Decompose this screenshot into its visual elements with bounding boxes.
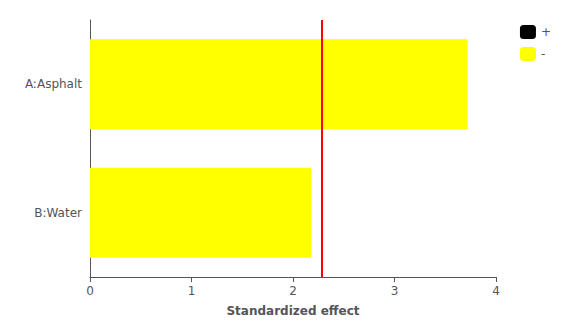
svg-text:1: 1 — [188, 284, 196, 298]
svg-text:+: + — [541, 25, 551, 39]
svg-text:-: - — [541, 47, 545, 61]
svg-text:4: 4 — [492, 284, 500, 298]
svg-text:Standardized effect: Standardized effect — [226, 304, 359, 318]
svg-text:A:Asphalt: A:Asphalt — [25, 77, 82, 91]
svg-text:0: 0 — [86, 284, 94, 298]
svg-text:B:Water: B:Water — [34, 206, 82, 220]
svg-text:3: 3 — [391, 284, 399, 298]
svg-text:2: 2 — [289, 284, 297, 298]
